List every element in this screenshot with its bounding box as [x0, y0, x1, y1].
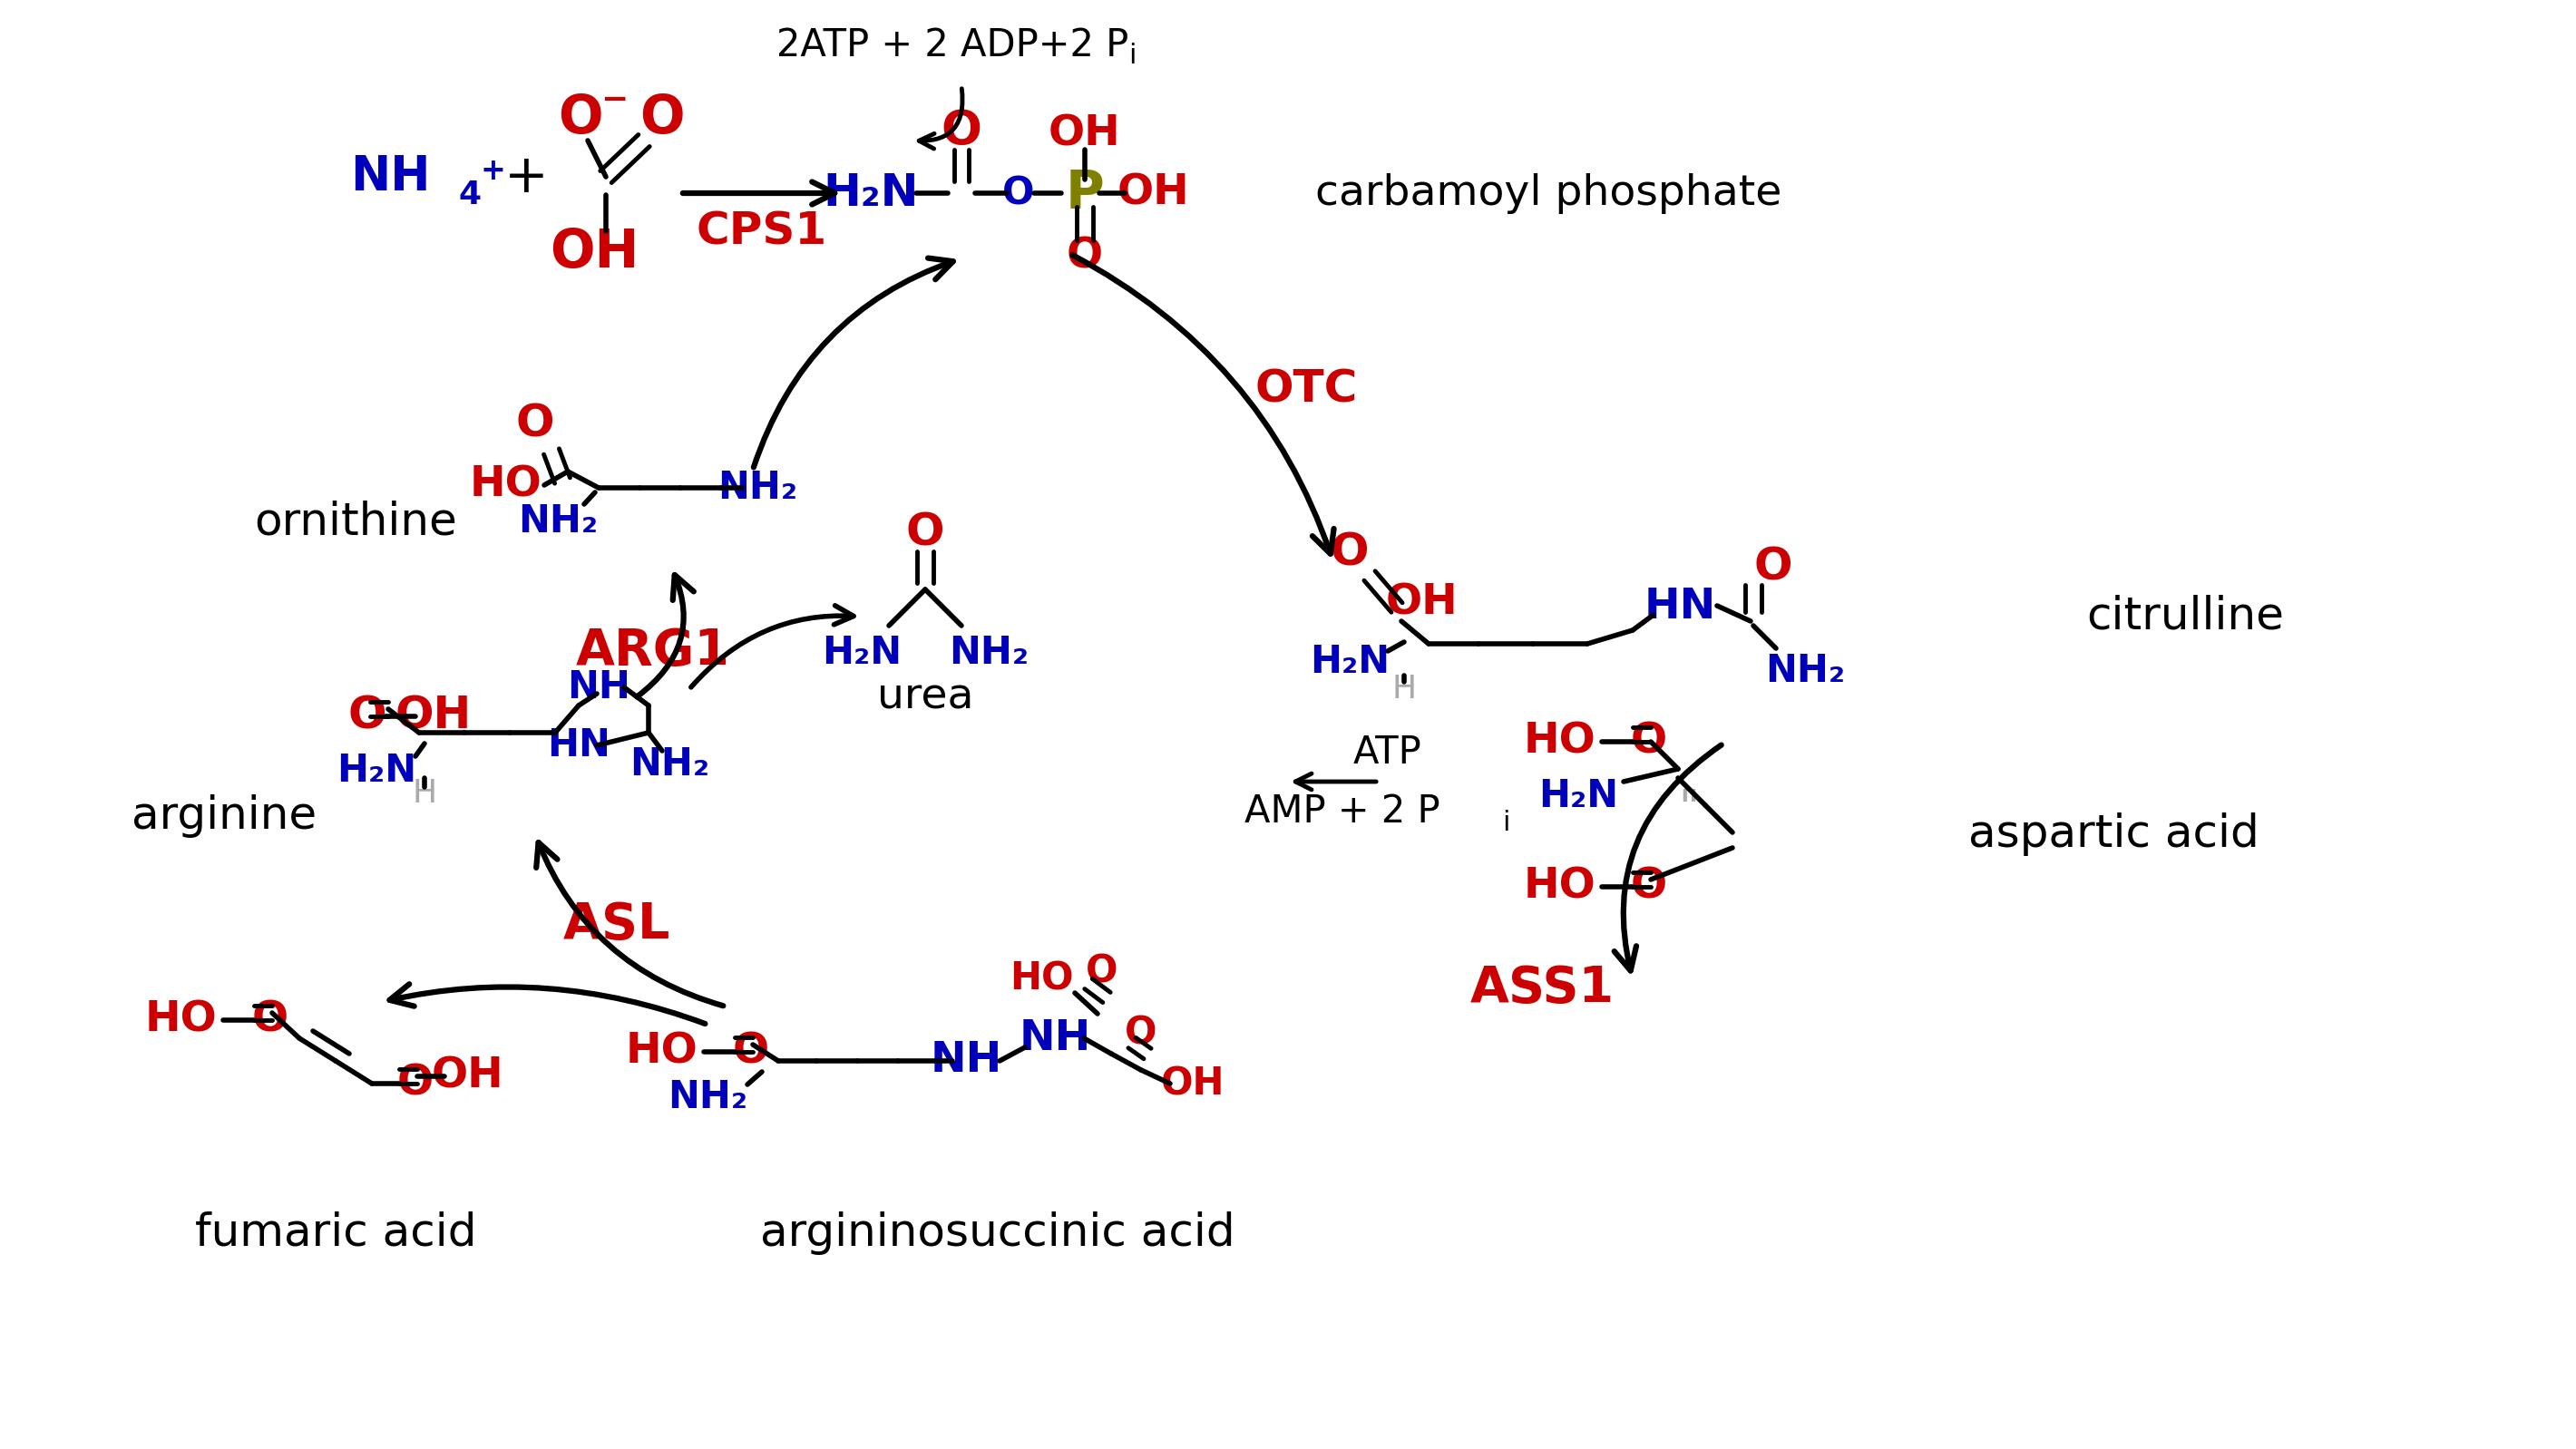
Text: O: O [1126, 1014, 1157, 1053]
Text: OTC: OTC [1255, 368, 1358, 412]
Text: O: O [1754, 545, 1793, 588]
Text: HO: HO [469, 465, 544, 506]
Text: O: O [1631, 722, 1667, 762]
Text: O: O [907, 511, 945, 555]
Text: H₂N: H₂N [337, 752, 417, 790]
Text: arginine: arginine [131, 794, 317, 838]
Text: ASS1: ASS1 [1471, 964, 1615, 1013]
Text: H₂N: H₂N [822, 171, 920, 214]
Text: aspartic acid: aspartic acid [1968, 813, 2259, 856]
Text: HO: HO [626, 1032, 698, 1072]
Text: O: O [397, 1064, 433, 1104]
Text: HO: HO [144, 1000, 216, 1040]
Text: OH: OH [549, 226, 639, 278]
Text: citrulline: citrulline [2087, 596, 2285, 639]
Text: O: O [732, 1032, 770, 1072]
Text: i: i [1128, 43, 1136, 70]
Text: H: H [412, 778, 438, 809]
Text: ornithine: ornithine [255, 500, 456, 543]
Text: 2ATP + 2 ADP+2 P: 2ATP + 2 ADP+2 P [775, 26, 1128, 64]
Text: NH: NH [930, 1040, 1002, 1081]
Text: O: O [1066, 236, 1103, 277]
Text: HO: HO [1525, 867, 1597, 907]
Text: NH: NH [350, 154, 430, 200]
Text: ": " [1680, 787, 1700, 830]
Text: ATP: ATP [1352, 733, 1422, 772]
Text: O: O [515, 403, 554, 446]
Text: −: − [600, 84, 629, 114]
Text: P: P [1066, 167, 1105, 219]
Text: OH: OH [1386, 582, 1458, 623]
Text: HN: HN [1643, 587, 1716, 627]
Text: argininosuccinic acid: argininosuccinic acid [760, 1211, 1236, 1255]
Text: OH: OH [1162, 1065, 1224, 1103]
Text: H: H [1391, 674, 1417, 704]
Text: +: + [505, 151, 549, 203]
Text: +: + [479, 155, 505, 185]
Text: HO: HO [1525, 722, 1597, 762]
Text: H₂N: H₂N [1538, 777, 1618, 816]
Text: OH: OH [430, 1056, 502, 1097]
Text: ARG1: ARG1 [577, 626, 729, 675]
Text: carbamoyl phosphate: carbamoyl phosphate [1316, 172, 1783, 213]
Text: NH₂: NH₂ [629, 745, 708, 784]
Text: O: O [252, 1000, 289, 1040]
Text: NH₂: NH₂ [518, 503, 598, 540]
Text: OH: OH [1118, 172, 1190, 213]
Text: O: O [1631, 867, 1667, 907]
Text: i: i [1502, 810, 1510, 836]
Text: NH₂: NH₂ [948, 633, 1028, 672]
Text: AMP + 2 P: AMP + 2 P [1244, 793, 1440, 830]
Text: ASL: ASL [564, 900, 670, 949]
Text: O: O [348, 694, 386, 738]
Text: OH: OH [1048, 114, 1121, 155]
Text: HN: HN [546, 726, 611, 765]
Text: H₂N: H₂N [1309, 643, 1388, 681]
Text: NH₂: NH₂ [1765, 652, 1844, 690]
Text: O: O [1329, 532, 1368, 575]
Text: HO: HO [1010, 961, 1074, 998]
Text: NH₂: NH₂ [716, 469, 799, 507]
Text: CPS1: CPS1 [696, 210, 827, 254]
Text: O: O [1087, 953, 1118, 991]
Text: NH: NH [567, 668, 631, 706]
Text: O: O [559, 93, 603, 143]
Text: O: O [1002, 174, 1036, 212]
Text: urea: urea [876, 677, 974, 717]
Text: fumaric acid: fumaric acid [196, 1211, 477, 1255]
Text: 4: 4 [459, 180, 482, 210]
Text: NH₂: NH₂ [667, 1078, 747, 1116]
Text: OH: OH [394, 694, 471, 738]
Text: O: O [940, 107, 981, 155]
Text: NH: NH [1020, 1017, 1090, 1059]
Text: O: O [639, 93, 685, 143]
Text: H₂N: H₂N [822, 633, 902, 672]
